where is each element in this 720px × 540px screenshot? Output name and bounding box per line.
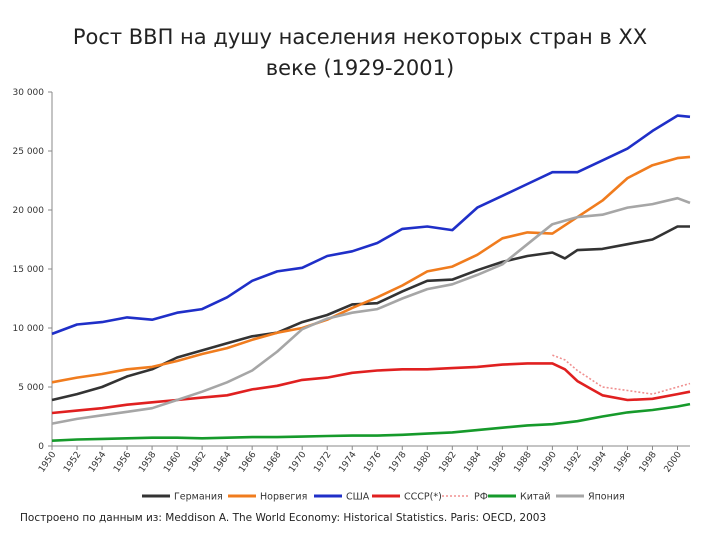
x-tick-label: 1958: [137, 450, 158, 475]
y-tick-label: 25 000: [13, 147, 45, 157]
legend-label: США: [346, 492, 370, 503]
series-line-США: [51, 114, 691, 336]
y-tick-label: 10 000: [13, 324, 45, 334]
x-tick-label: 1982: [437, 450, 458, 474]
x-tick-label: 2000: [663, 450, 684, 475]
x-tick-label: 1968: [262, 450, 283, 475]
series-line-РФ: [552, 354, 691, 395]
x-tick-label: 1992: [563, 450, 584, 474]
x-tick-label: 1994: [588, 450, 609, 475]
x-tick-label: 1978: [387, 450, 408, 475]
legend-label: РФ: [474, 492, 488, 503]
legend-label: Япония: [588, 492, 625, 503]
series-lines: [51, 114, 691, 442]
x-tick-label: 1966: [237, 450, 258, 475]
x-tick-label: 1952: [62, 450, 83, 474]
legend-label: Китай: [520, 492, 550, 503]
chart-title-line1: Рост ВВП на душу населения некоторых стр…: [72, 25, 648, 49]
x-tick-label: 1972: [312, 450, 333, 474]
series-line-СССР(*): [51, 362, 691, 415]
x-tick-label: 1996: [613, 450, 634, 475]
x-tick-label: 1960: [162, 450, 183, 475]
x-tick-label: 1980: [412, 450, 433, 475]
legend-label: Норвегия: [260, 492, 307, 503]
x-tick-label: 1984: [462, 450, 483, 475]
chart-legend: Германия Норвегия США СССР(*) РФ Китай Япония: [142, 492, 625, 503]
chart-axes: [51, 92, 690, 447]
y-tick-label: 5 000: [18, 383, 44, 393]
chart-title-line2: веке (1929-2001): [265, 56, 455, 80]
series-line-Япония: [51, 196, 691, 425]
series-line-Норвегия: [51, 155, 691, 384]
y-axis-ticks: 0 5 000 10 000 15 000 20 000 25 000 30 000: [13, 88, 52, 452]
x-axis-ticks: 1950 1952 1954 1956 1958 1960 1962 1964 1966 1968…: [37, 446, 684, 474]
y-tick-label: 0: [38, 442, 44, 452]
x-tick-label: 1954: [87, 450, 108, 475]
x-tick-label: 1976: [362, 450, 383, 475]
y-tick-label: 15 000: [13, 265, 45, 275]
x-tick-label: 1970: [287, 450, 308, 475]
y-tick-label: 30 000: [13, 88, 45, 98]
x-tick-label: 1956: [112, 450, 133, 475]
x-tick-label: 1990: [538, 450, 559, 475]
x-tick-label: 1974: [337, 450, 358, 475]
series-line-Германия: [51, 225, 690, 402]
legend-label: Германия: [174, 492, 223, 503]
chart-title: Рост ВВП на душу населения некоторых стр…: [0, 22, 720, 84]
x-tick-label: 1986: [487, 450, 508, 475]
x-tick-label: 1950: [37, 450, 58, 475]
series-line-Китай: [51, 402, 691, 442]
source-note: Построено по данным из: Meddison A. The …: [20, 512, 547, 524]
legend-label: СССР(*): [404, 492, 442, 503]
y-tick-label: 20 000: [13, 206, 45, 216]
x-tick-label: 1962: [187, 450, 208, 474]
x-tick-label: 1998: [638, 450, 659, 475]
x-tick-label: 1988: [513, 450, 534, 475]
x-tick-label: 1964: [212, 450, 233, 475]
